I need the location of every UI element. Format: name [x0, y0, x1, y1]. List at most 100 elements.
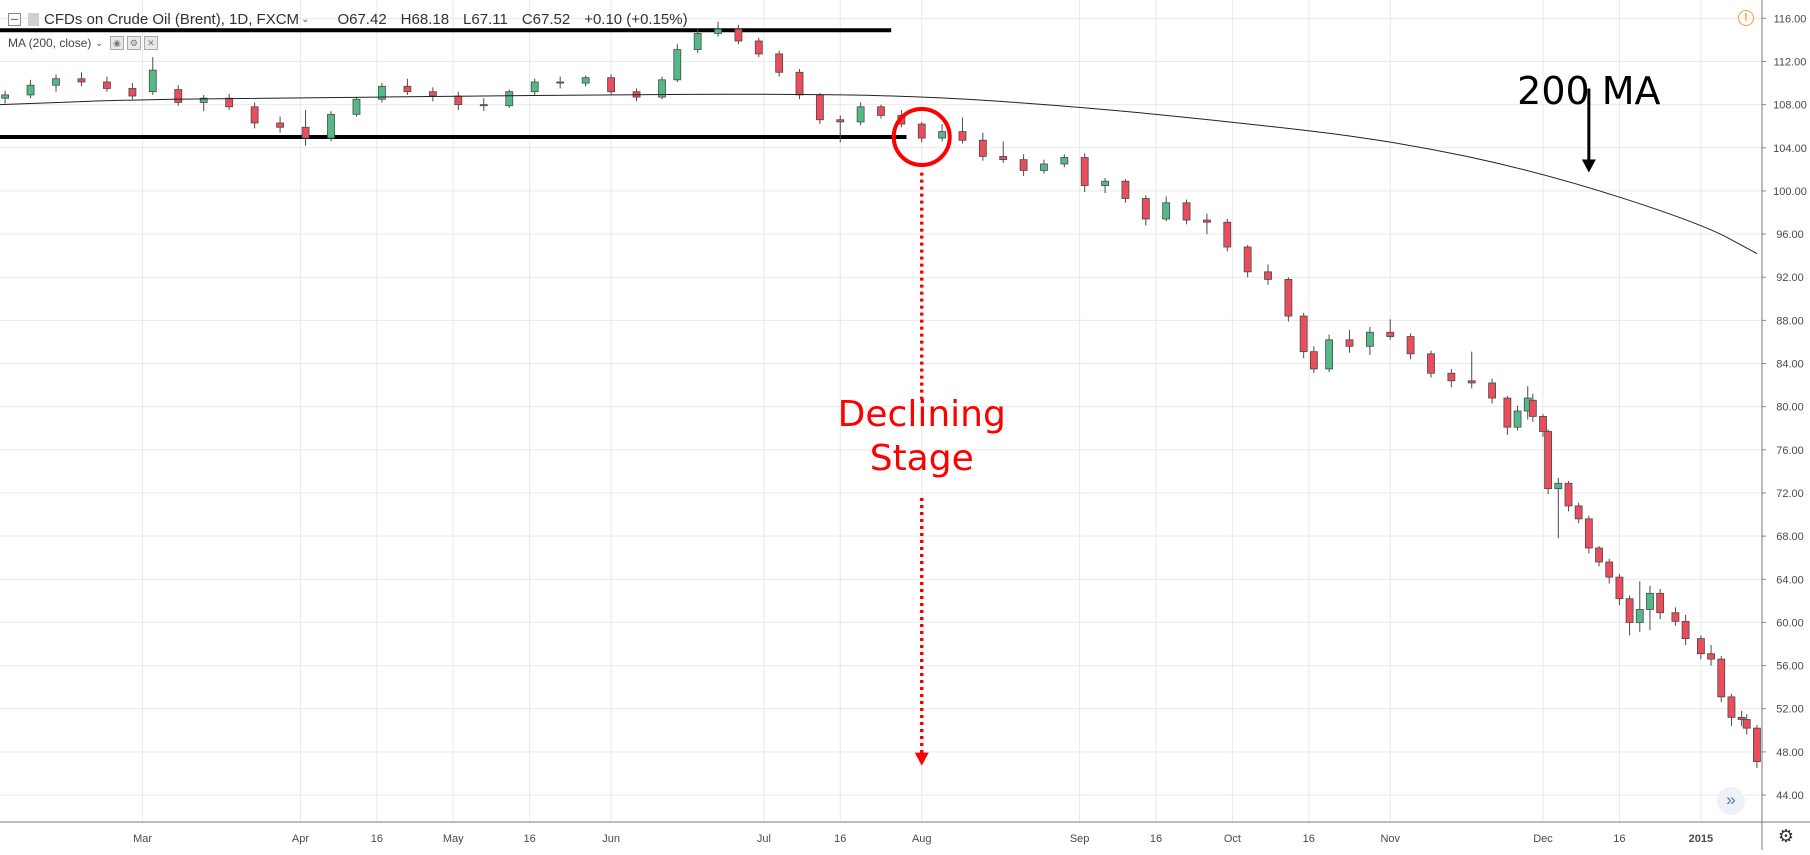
candle-body: [1325, 339, 1334, 370]
candle-body: [1574, 505, 1583, 520]
candle-body: [836, 119, 845, 123]
candle-body: [1727, 696, 1736, 718]
indicator-chevron-down-icon[interactable]: ⌄: [95, 37, 103, 48]
symbol-flag-icon: [28, 12, 39, 26]
y-tick-label: 68.00: [1776, 531, 1804, 543]
candle-body: [1488, 382, 1496, 399]
candle-body: [1040, 163, 1048, 171]
candle-body: [174, 89, 183, 103]
low-value: L67.11: [463, 10, 508, 28]
candle-body: [1284, 278, 1293, 317]
indicator-label[interactable]: MA (200, close): [8, 36, 92, 50]
candle-body: [276, 122, 284, 128]
candle-body: [1615, 576, 1624, 600]
gear-icon[interactable]: ⚙: [1777, 826, 1795, 846]
candle-body: [1447, 372, 1456, 382]
x-tick-label: Jul: [757, 833, 771, 845]
settings-small-icon[interactable]: ⚙: [126, 36, 141, 50]
ma-200-line: [0, 93, 1758, 254]
candle-body: [734, 28, 743, 42]
candle-body: [1707, 653, 1715, 660]
candle-body: [327, 113, 335, 139]
candle-body: [877, 106, 885, 116]
y-tick-label: 112.00: [1774, 56, 1807, 68]
y-tick-label: 44.00: [1776, 790, 1804, 802]
y-tick-label: 76.00: [1776, 445, 1804, 457]
candle-body: [1635, 609, 1644, 623]
candle-body: [1717, 658, 1726, 698]
candle-body: [1101, 180, 1109, 186]
candle-body: [1564, 482, 1573, 507]
y-tick-label: 116.00: [1774, 13, 1807, 25]
y-tick-label: 60.00: [1776, 617, 1804, 629]
symbol-title[interactable]: CFDs on Crude Oil (Brent), 1D, FXCM: [44, 10, 300, 28]
x-tick-label: 2015: [1689, 833, 1713, 845]
candle-body: [1539, 415, 1547, 432]
candle-body: [1625, 598, 1634, 623]
y-tick-label: 80.00: [1776, 402, 1804, 414]
candle-body: [128, 88, 137, 97]
candle-body: [1121, 180, 1130, 199]
candle-body: [1742, 719, 1751, 729]
double-chevron-right-icon[interactable]: »: [1717, 787, 1745, 815]
y-tick-label: 84.00: [1776, 359, 1804, 371]
y-tick-label: 96.00: [1776, 229, 1804, 241]
candle-body: [1595, 547, 1603, 563]
candle-body: [428, 91, 437, 97]
candle-body: [673, 49, 682, 81]
candle-body: [1513, 410, 1522, 428]
candle-body: [1696, 638, 1705, 655]
candle-body: [1681, 620, 1690, 640]
chevron-down-icon[interactable]: ⌄: [301, 13, 310, 25]
candle-body: [607, 77, 615, 93]
declining-stage-label: Declining: [838, 394, 1006, 435]
candle-body: [1345, 339, 1354, 347]
y-tick-label: 72.00: [1776, 488, 1804, 500]
x-tick-label: Oct: [1224, 833, 1241, 845]
candle-body: [1365, 331, 1374, 347]
alert-icon[interactable]: !: [1738, 10, 1754, 26]
ma-arrow-head: [1581, 159, 1596, 173]
candle-body: [856, 106, 865, 123]
y-tick-label: 52.00: [1776, 704, 1804, 716]
stage-arrow-head: [914, 752, 929, 766]
x-tick-label: 16: [1303, 833, 1315, 845]
support-resistance-lines: [0, 28, 907, 139]
candle-body: [754, 40, 763, 55]
candle-body: [978, 139, 987, 157]
y-tick-label: 108.00: [1773, 100, 1807, 112]
candle-body: [938, 131, 947, 139]
candle-body: [1528, 399, 1537, 417]
declining-stage-label: Stage: [870, 438, 974, 479]
candle-body: [1203, 219, 1211, 223]
candle-body: [1080, 157, 1089, 186]
candle-body: [1223, 221, 1232, 248]
candle-body: [1406, 336, 1415, 355]
candle-body: [917, 123, 926, 139]
open-value: O67.42: [337, 10, 387, 28]
x-tick-label: 16: [1613, 833, 1625, 845]
candle-body: [352, 98, 361, 115]
candle-body: [52, 78, 60, 86]
candle-body: [403, 85, 412, 93]
indicator-legend: MA (200, close) ⌄ ◉ ⚙ ✕: [8, 36, 161, 50]
high-value: H68.18: [400, 10, 450, 28]
candle-body: [1737, 716, 1746, 720]
candle-body: [1309, 351, 1318, 370]
candle-body: [1646, 592, 1654, 610]
y-tick-label: 100.00: [1773, 186, 1807, 198]
y-tick-label: 56.00: [1776, 661, 1804, 673]
candle-body: [77, 78, 86, 83]
x-tick-label: 16: [1150, 833, 1162, 845]
eye-icon[interactable]: ◉: [109, 36, 124, 50]
candle-body: [530, 81, 539, 93]
x-tick-label: Aug: [912, 833, 932, 845]
collapse-icon[interactable]: [8, 12, 21, 26]
x-tick-label: 16: [834, 833, 846, 845]
close-icon[interactable]: ✕: [143, 36, 158, 50]
candle-body: [693, 33, 702, 51]
grid-layer: [0, 0, 1762, 822]
